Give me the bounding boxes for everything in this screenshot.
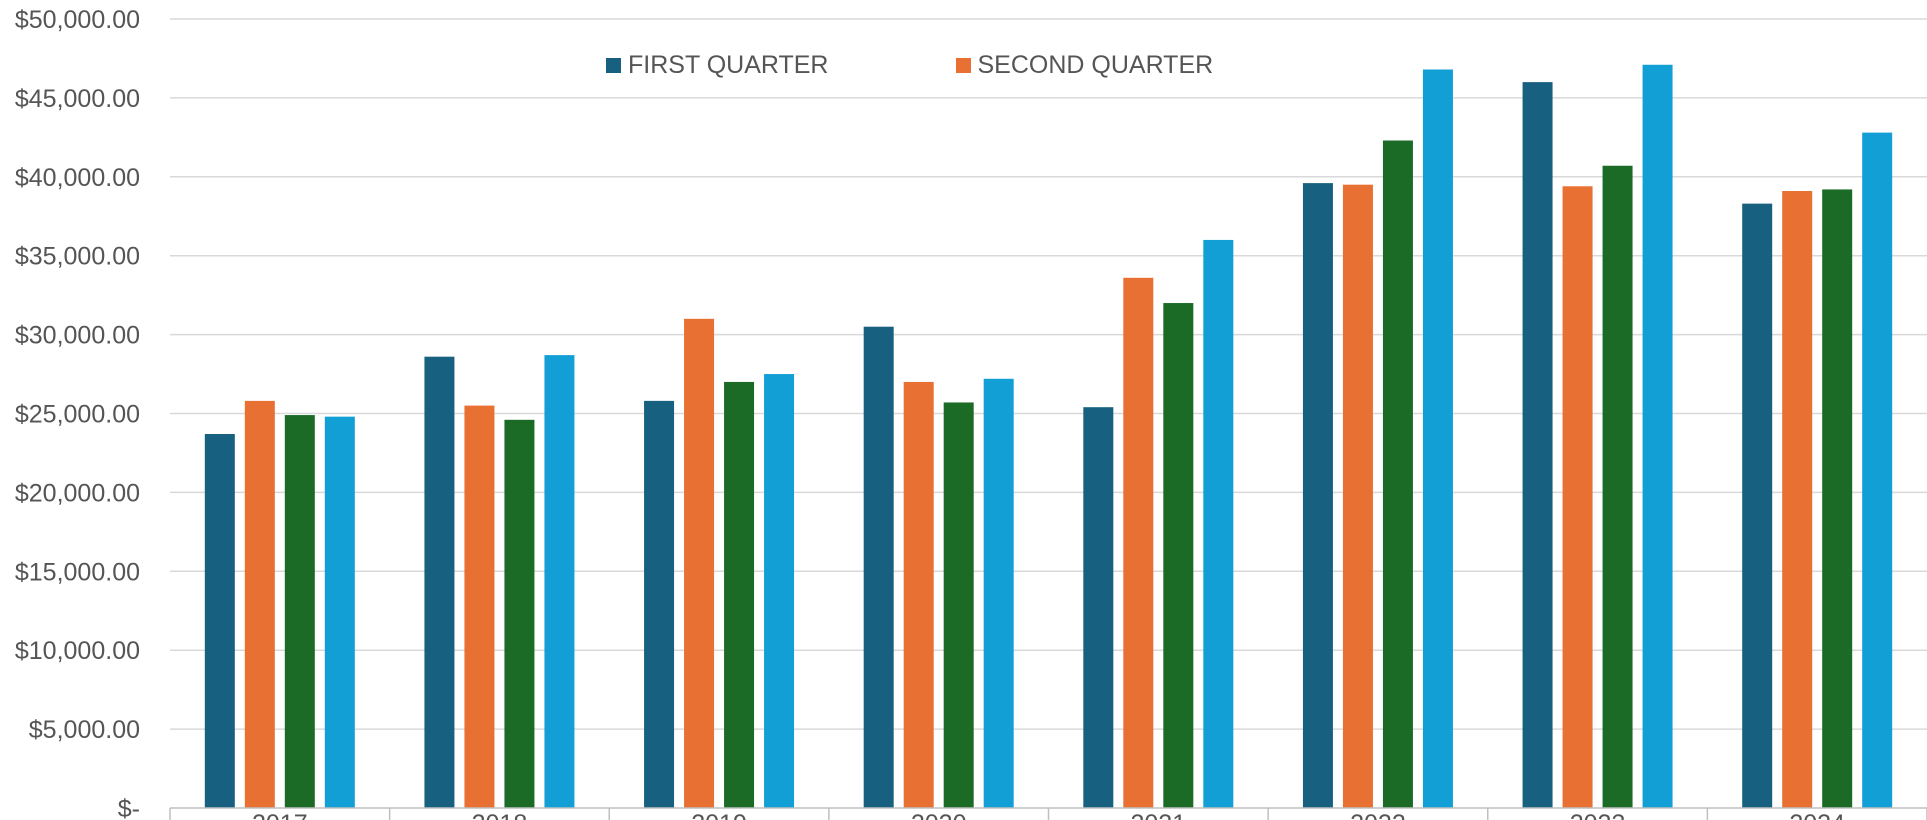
bar-series-2-2020 xyxy=(903,381,934,808)
bar-series-4-2021 xyxy=(1203,239,1234,809)
bar-series-3-2023 xyxy=(1602,165,1633,808)
bar-series-4-2022 xyxy=(1422,69,1453,809)
bar-series-1-2018 xyxy=(424,356,455,808)
bar-series-3-2024 xyxy=(1822,189,1853,808)
x-tick-label: 2018 xyxy=(472,810,528,820)
y-tick-label: $35,000.00 xyxy=(15,243,140,271)
bar-series-2-2019 xyxy=(684,318,715,808)
legend-item-first-quarter: FIRST QUARTER xyxy=(606,51,829,80)
legend-label-first-quarter: FIRST QUARTER xyxy=(628,51,829,79)
y-tick-label: $30,000.00 xyxy=(15,322,140,350)
y-tick-label: $45,000.00 xyxy=(15,85,140,113)
x-tick-label: 2019 xyxy=(691,810,747,820)
bar-series-3-2020 xyxy=(943,402,974,808)
legend-swatch-second-quarter xyxy=(955,58,971,73)
bar-series-2-2023 xyxy=(1562,186,1593,808)
y-tick-label: $20,000.00 xyxy=(15,479,140,507)
bar-series-1-2022 xyxy=(1302,183,1333,808)
bar-series-2-2022 xyxy=(1342,184,1373,808)
x-tick-label: 2017 xyxy=(252,810,308,820)
x-tick-label: 2021 xyxy=(1131,810,1187,820)
y-tick-label: $25,000.00 xyxy=(15,401,140,429)
x-tick-label: 2020 xyxy=(911,810,967,820)
bar-series-3-2021 xyxy=(1163,303,1194,808)
bar-series-3-2019 xyxy=(724,381,755,808)
bar-series-4-2023 xyxy=(1642,64,1673,808)
bar-series-4-2019 xyxy=(764,374,795,808)
bar-series-4-2020 xyxy=(983,378,1014,808)
bar-series-1-2017 xyxy=(204,434,235,808)
legend-item-second-quarter: SECOND QUARTER xyxy=(955,51,1214,80)
legend-label-second-quarter: SECOND QUARTER xyxy=(977,51,1214,79)
x-tick-label: 2023 xyxy=(1570,810,1626,820)
bar-series-3-2022 xyxy=(1382,140,1413,809)
y-tick-label: $15,000.00 xyxy=(15,558,140,586)
bar-series-3-2018 xyxy=(504,419,535,808)
bar-series-4-2024 xyxy=(1862,132,1893,809)
bar-series-2-2017 xyxy=(244,400,275,808)
bar-series-2-2024 xyxy=(1782,191,1813,808)
y-tick-label: $50,000.00 xyxy=(15,6,140,34)
bar-series-4-2017 xyxy=(324,416,355,808)
x-tick-label: 2024 xyxy=(1789,810,1845,820)
y-tick-label: $10,000.00 xyxy=(15,637,140,665)
bar-series-1-2020 xyxy=(863,326,894,808)
legend: FIRST QUARTER SECOND QUARTER xyxy=(606,51,1213,80)
bar-series-2-2018 xyxy=(464,405,495,808)
legend-swatch-first-quarter xyxy=(606,58,621,73)
bar-series-2-2021 xyxy=(1123,277,1154,808)
bar-series-1-2021 xyxy=(1083,407,1114,808)
y-tick-label: $40,000.00 xyxy=(15,164,140,192)
y-axis-tick-labels: $- $5,000.00 $10,000.00 $15,000.00 $20,000.0… xyxy=(15,6,140,820)
bar-series-3-2017 xyxy=(284,415,315,808)
x-tick-label: 2022 xyxy=(1350,810,1406,820)
bar-series-1-2023 xyxy=(1522,82,1553,809)
bar-series-1-2019 xyxy=(644,400,675,808)
x-axis xyxy=(169,807,1927,820)
x-axis-tick-labels: 2017 2018 2019 2020 2021 2022 2023 2024 xyxy=(252,810,1845,820)
y-tick-label: $- xyxy=(118,795,140,820)
bar-series-1-2024 xyxy=(1742,203,1773,809)
gridlines xyxy=(170,18,1927,730)
bar-series-4-2018 xyxy=(544,355,575,808)
bars xyxy=(204,64,1893,809)
y-tick-label: $5,000.00 xyxy=(29,716,140,744)
